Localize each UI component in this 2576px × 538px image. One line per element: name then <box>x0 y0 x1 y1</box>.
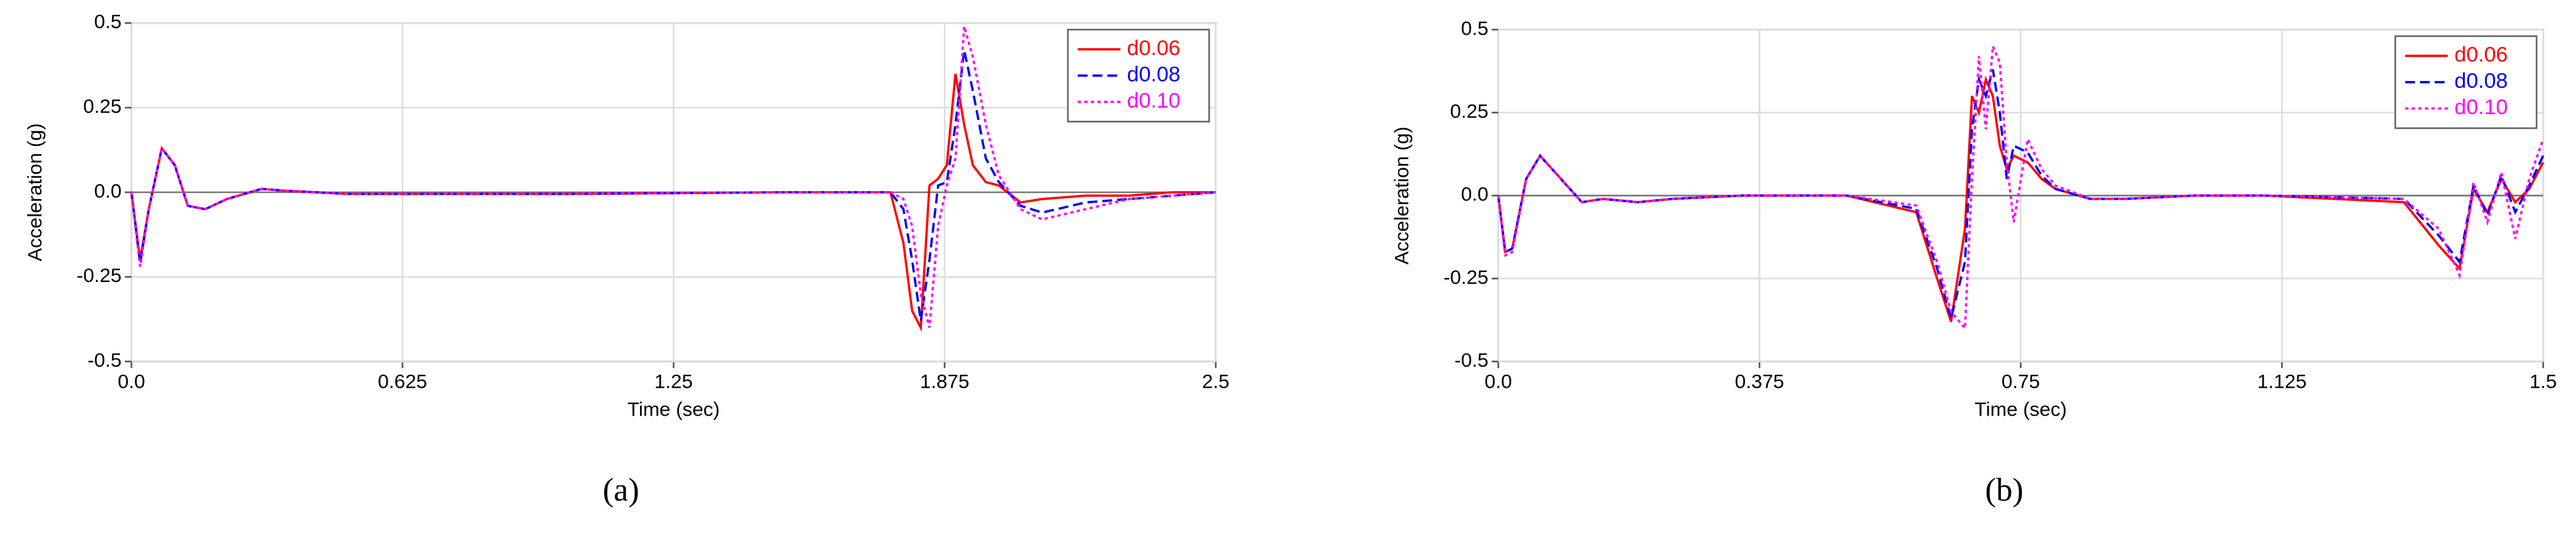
x-tick-label: 0.75 <box>2002 370 2040 393</box>
x-tick-label: 1.875 <box>920 370 970 393</box>
x-tick-label: 2.5 <box>1202 370 1229 393</box>
legend-label: d0.06 <box>2454 43 2507 67</box>
caption: (b) <box>1985 472 2023 508</box>
legend-label: d0.08 <box>1127 62 1180 86</box>
legend-box <box>2394 35 2538 129</box>
x-axis-label: Time (sec) <box>1974 398 2066 421</box>
y-tick-label: 0.25 <box>83 95 122 117</box>
y-tick-label: 0.0 <box>94 179 121 202</box>
legend-label: d0.10 <box>1127 89 1180 113</box>
y-tick-label: 0.0 <box>1461 183 1488 205</box>
legend-label: d0.08 <box>2454 69 2507 93</box>
y-tick-label: 0.5 <box>94 11 121 33</box>
y-tick-label: 0.25 <box>1450 100 1488 122</box>
series-line <box>130 26 1216 328</box>
legend-label: d0.06 <box>1127 36 1180 60</box>
x-tick-label: 1.5 <box>2530 370 2557 393</box>
x-tick-label: 0.375 <box>1735 370 1785 393</box>
y-tick-label: -0.5 <box>88 349 122 371</box>
series-line <box>1497 69 2544 323</box>
x-tick-label: 0.0 <box>117 370 145 393</box>
series-line <box>1497 46 2544 331</box>
y-tick-label: -0.25 <box>1443 266 1488 288</box>
legend-box <box>1067 28 1210 123</box>
y-tick-label: 0.5 <box>1461 17 1488 39</box>
y-axis-label: Acceleration (g) <box>1390 127 1412 265</box>
y-axis-label: Acceleration (g) <box>23 123 46 261</box>
x-tick-label: 0.0 <box>1485 370 1512 393</box>
legend-label: d0.10 <box>2454 96 2507 119</box>
x-tick-label: 0.625 <box>378 370 427 393</box>
x-tick-label: 1.125 <box>2258 370 2307 393</box>
y-tick-label: -0.5 <box>1454 349 1488 371</box>
x-axis-label: Time (sec) <box>628 398 720 421</box>
y-tick-label: -0.25 <box>77 264 122 286</box>
caption: (a) <box>603 472 639 508</box>
x-tick-label: 1.25 <box>654 370 693 393</box>
